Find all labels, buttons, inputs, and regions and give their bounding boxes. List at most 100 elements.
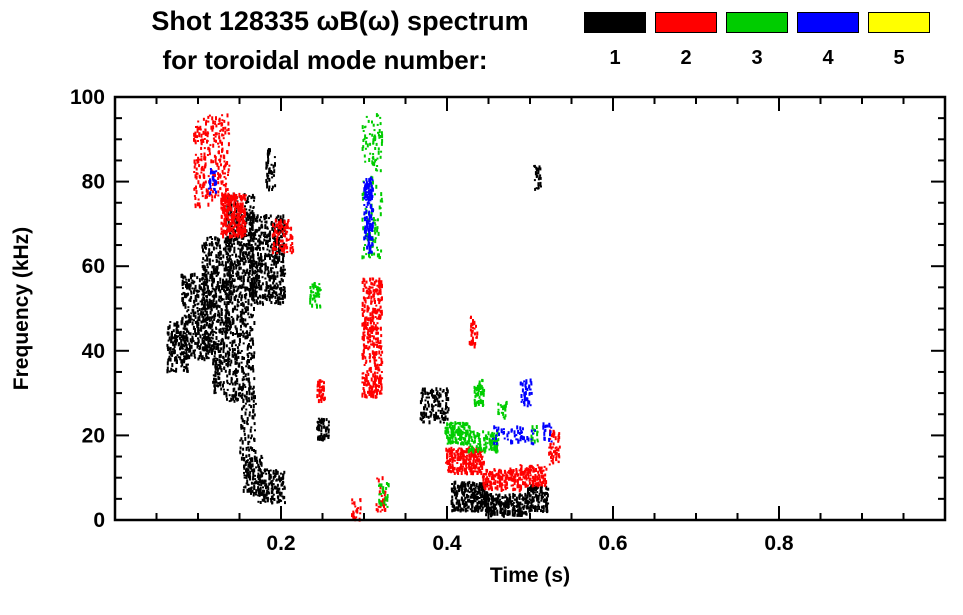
- scatter-point: [453, 507, 456, 511]
- scatter-point: [240, 317, 243, 322]
- scatter-point: [356, 509, 359, 514]
- scatter-point: [218, 262, 221, 266]
- scatter-point: [241, 235, 244, 238]
- scatter-point: [224, 217, 227, 221]
- scatter-point: [458, 504, 461, 507]
- scatter-point: [505, 496, 508, 499]
- scatter-point: [521, 503, 524, 506]
- scatter-point: [258, 226, 261, 231]
- scatter-point: [225, 243, 228, 246]
- scatter-point: [220, 256, 222, 260]
- scatter-point: [270, 221, 273, 225]
- scatter-point: [210, 273, 213, 278]
- scatter-point: [278, 231, 281, 235]
- scatter-point: [367, 373, 370, 376]
- scatter-point: [535, 485, 537, 490]
- scatter-point: [205, 295, 208, 297]
- scatter-point: [167, 358, 170, 362]
- scatter-point: [205, 330, 208, 335]
- scatter-point: [215, 124, 218, 128]
- scatter-point: [212, 172, 215, 177]
- scatter-point: [214, 359, 217, 362]
- scatter-point: [258, 475, 260, 480]
- scatter-point: [465, 448, 468, 452]
- scatter-point: [325, 427, 328, 431]
- scatter-point: [369, 328, 372, 333]
- scatter-point: [380, 334, 383, 338]
- scatter-point: [230, 237, 233, 242]
- scatter-point: [261, 301, 264, 305]
- scatter-point: [249, 470, 252, 475]
- scatter-point: [266, 489, 269, 493]
- scatter-point: [323, 425, 326, 429]
- scatter-point: [351, 502, 354, 505]
- scatter-point: [239, 446, 242, 450]
- scatter-point: [200, 343, 203, 346]
- scatter-point: [248, 489, 251, 493]
- scatter-point: [214, 373, 217, 378]
- scatter-point: [317, 424, 320, 429]
- scatter-point: [378, 277, 381, 281]
- scatter-point: [236, 212, 239, 216]
- scatter-point: [494, 479, 497, 483]
- scatter-point: [462, 454, 465, 458]
- scatter-point: [198, 290, 201, 293]
- scatter-point: [183, 339, 186, 343]
- scatter-point: [245, 269, 248, 274]
- scatter-point: [472, 460, 475, 465]
- scatter-point: [266, 152, 269, 156]
- scatter-point: [168, 336, 171, 341]
- scatter-point: [378, 289, 381, 294]
- scatter-point: [249, 345, 252, 348]
- scatter-point: [230, 203, 233, 208]
- scatter-point: [247, 257, 249, 260]
- scatter-point: [239, 266, 242, 270]
- scatter-point: [275, 287, 278, 290]
- scatter-point: [509, 476, 512, 481]
- scatter-point: [369, 277, 372, 282]
- scatter-point: [222, 203, 224, 206]
- scatter-point: [370, 390, 373, 395]
- scatter-point: [491, 488, 493, 492]
- scatter-point: [243, 212, 245, 215]
- scatter-point: [245, 396, 248, 401]
- scatter-point: [194, 311, 197, 315]
- scatter-point: [217, 351, 220, 353]
- scatter-point: [218, 137, 221, 140]
- scatter-point: [263, 497, 266, 502]
- scatter-point: [193, 195, 196, 197]
- scatter-point: [539, 176, 542, 180]
- scatter-point: [282, 264, 285, 268]
- scatter-point: [269, 214, 272, 218]
- scatter-point: [223, 160, 226, 163]
- scatter-point: [209, 276, 212, 279]
- scatter-point: [374, 366, 377, 371]
- scatter-point: [430, 411, 433, 416]
- scatter-point: [260, 264, 263, 266]
- scatter-point: [447, 469, 450, 472]
- scatter-point: [425, 396, 428, 399]
- scatter-point: [243, 378, 246, 381]
- scatter-point: [253, 449, 255, 452]
- scatter-point: [188, 319, 191, 323]
- scatter-point: [290, 226, 293, 231]
- scatter-point: [232, 354, 235, 358]
- scatter-point: [267, 253, 270, 258]
- scatter-point: [221, 319, 224, 324]
- scatter-point: [318, 390, 321, 393]
- scatter-point: [208, 114, 211, 117]
- scatter-point: [378, 368, 381, 372]
- scatter-point: [231, 198, 234, 201]
- scatter-point: [447, 463, 450, 466]
- scatter-point: [250, 303, 253, 307]
- scatter-point: [532, 490, 535, 495]
- scatter-point: [194, 328, 197, 331]
- scatter-point: [474, 459, 477, 463]
- scatter-point: [485, 510, 488, 513]
- scatter-point: [221, 199, 224, 202]
- scatter-point: [267, 271, 270, 275]
- scatter-point: [481, 487, 484, 490]
- scatter-point: [490, 471, 493, 474]
